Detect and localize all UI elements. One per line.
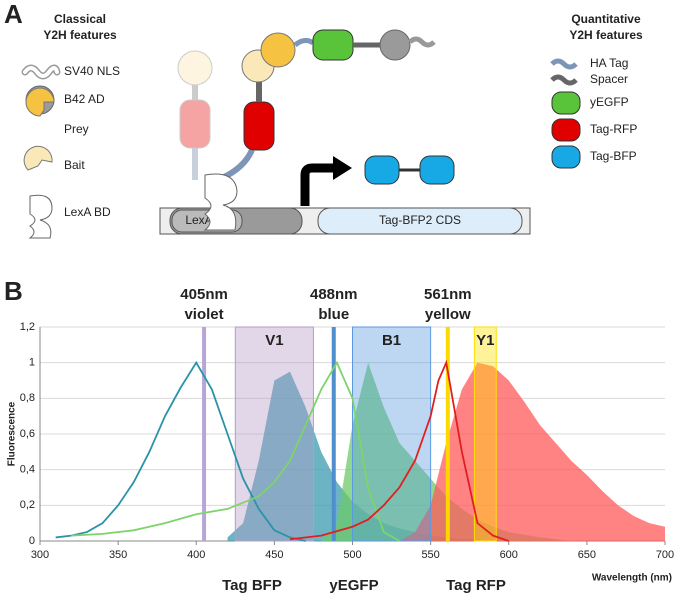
x-axis-label: Wavelength (nm) (592, 573, 672, 584)
faded-bait (177, 50, 213, 86)
lexa-bd (203, 173, 238, 231)
x-tick-label: 550 (421, 549, 439, 561)
cds-box (317, 207, 523, 235)
x-tick-label: 500 (343, 549, 361, 561)
x-tick-label: 300 (31, 549, 49, 561)
x-tick-label: 650 (578, 549, 596, 561)
laser-label: 561nm (424, 286, 472, 303)
filter-band (234, 326, 314, 542)
laser-line (445, 327, 450, 541)
cds-label: Tag-BFP2 CDS (379, 213, 461, 227)
y-tick-label: 1,2 (20, 321, 35, 333)
filter-band (473, 326, 497, 542)
excitation-line (289, 359, 510, 542)
laser-label: 488nm (310, 286, 358, 303)
bd-icon (28, 194, 53, 239)
legend-label: B42 AD (64, 92, 105, 106)
filter-label: V1 (265, 332, 283, 349)
excitation-line (55, 360, 306, 542)
filter-label: B1 (382, 332, 401, 349)
prey (260, 32, 296, 68)
y-tick-label: 0 (29, 535, 35, 547)
legend-label: Prey (64, 122, 89, 136)
y-axis-label: Fluorescence (7, 401, 18, 466)
panel-a: A Classical Y2H features SV40 NLS B42 AD… (4, 0, 643, 239)
promoter-arrowhead (333, 156, 352, 180)
x-tick-label: 400 (187, 549, 205, 561)
panel-label: A (4, 0, 23, 29)
laser-color: violet (184, 306, 223, 323)
ha-icon (550, 58, 578, 70)
y-tick-label: 0,2 (20, 499, 35, 511)
linker (220, 148, 255, 181)
series-label: yEGFP (329, 577, 378, 594)
rfp (243, 101, 275, 151)
nls-icon (23, 66, 59, 78)
y-tick-label: 1 (29, 357, 35, 369)
legend-label: Tag-BFP (590, 149, 637, 163)
bfp-icon (551, 145, 581, 169)
legend-label: Tag-RFP (590, 122, 637, 136)
filter-label: Y1 (476, 332, 494, 349)
laser-line (331, 327, 336, 541)
emission-area (227, 371, 509, 541)
panel-label: B (4, 276, 23, 306)
y-tick-label: 0,4 (20, 464, 35, 476)
legend-title: Classical (54, 12, 106, 26)
series-label: Tag BFP (222, 577, 282, 594)
x-tick-label: 600 (500, 549, 518, 561)
x-tick-label: 450 (265, 549, 283, 561)
laser-line (202, 327, 207, 541)
promoter-arrow (300, 163, 335, 206)
bfp (419, 155, 455, 185)
legend-label: yEGFP (590, 95, 629, 109)
legend-label: Spacer (590, 72, 628, 86)
series-label: Tag RFP (446, 577, 506, 594)
laser-color: blue (318, 306, 349, 323)
bait-icon (23, 145, 53, 171)
y-tick-label: 0,6 (20, 428, 35, 440)
prey-icon (25, 87, 55, 117)
emission-area (321, 362, 572, 541)
spacer-icon (550, 74, 578, 86)
excitation-line (71, 360, 400, 542)
legend-label: LexA BD (64, 205, 111, 219)
yegfp-icon (551, 91, 581, 115)
legend-title: Y2H features (569, 28, 643, 42)
ad (379, 29, 411, 61)
emission-area (399, 362, 665, 541)
x-tick-label: 350 (109, 549, 127, 561)
panel-b: B Fluorescence Wavelength (nm) 0 0,2 0,4 0,… (4, 276, 674, 594)
bfp (364, 155, 400, 185)
laser-label: 405nm (180, 286, 228, 303)
legend-label: HA Tag (590, 56, 628, 70)
legend-label: SV40 NLS (64, 64, 120, 78)
faded-rfp (179, 99, 211, 149)
laser-color: yellow (425, 306, 471, 323)
legend-title: Y2H features (43, 28, 117, 42)
legend-label: Bait (64, 158, 85, 172)
linker (293, 37, 315, 48)
yegfp (312, 29, 354, 61)
x-tick-label: 700 (656, 549, 674, 561)
legend-title: Quantitative (571, 12, 641, 26)
filter-band (352, 326, 432, 542)
y-tick-label: 0,8 (20, 392, 35, 404)
nls (408, 36, 436, 48)
rfp-icon (551, 118, 581, 142)
